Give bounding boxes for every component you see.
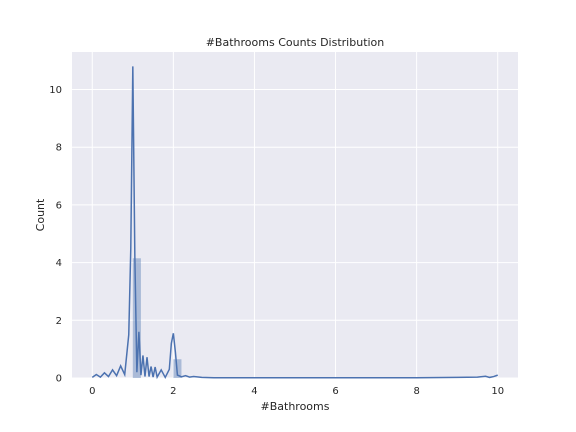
x-axis-label: #Bathrooms [261, 400, 330, 413]
x-tick-labels: 0 2 4 6 8 10 [89, 386, 504, 397]
y-tick-labels: 0 2 4 6 8 10 [49, 85, 62, 384]
y-tick-label: 4 [56, 258, 62, 269]
grid [72, 52, 518, 379]
kde-line [91, 66, 498, 380]
x-tick-label: 2 [170, 386, 176, 397]
plot-background [72, 52, 518, 378]
y-tick-label: 0 [56, 374, 62, 385]
y-axis-label: Count [34, 198, 47, 231]
x-tick-label: 8 [413, 386, 419, 397]
y-tick-label: 10 [49, 85, 62, 96]
y-tick-label: 8 [56, 143, 62, 154]
x-tick-label: 4 [251, 386, 257, 397]
x-tick-label: 10 [491, 386, 504, 397]
histogram-bar [132, 258, 141, 378]
x-tick-label: 6 [332, 386, 338, 397]
x-tick-label: 0 [89, 386, 95, 397]
y-tick-label: 2 [56, 316, 62, 327]
y-tick-label: 6 [56, 200, 62, 211]
chart-title: #Bathrooms Counts Distribution [206, 36, 385, 49]
